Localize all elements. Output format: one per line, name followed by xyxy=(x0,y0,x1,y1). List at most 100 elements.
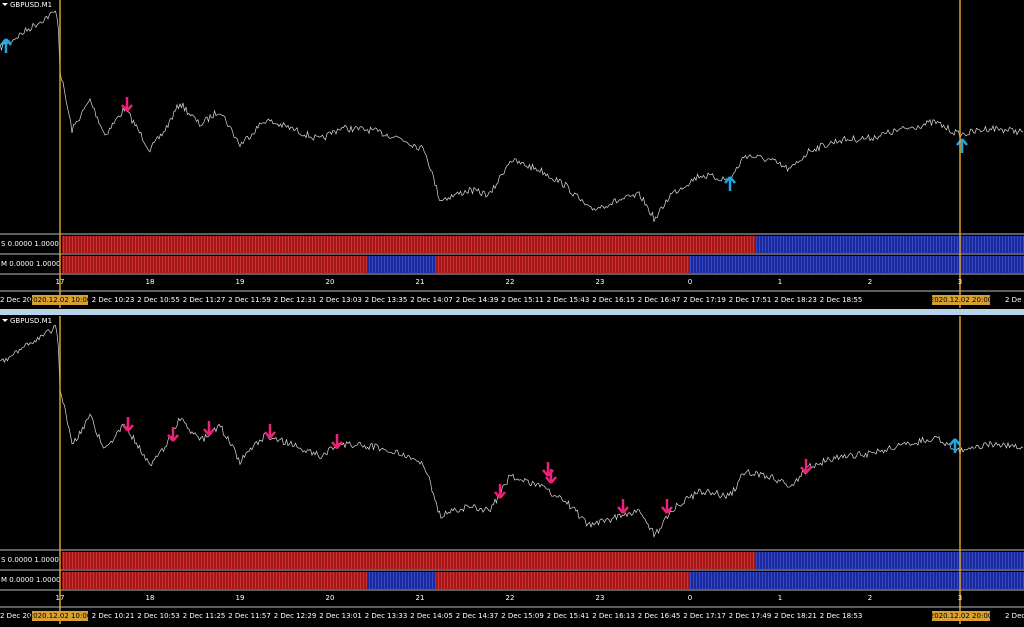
hour-label: 2 xyxy=(868,594,872,602)
hour-label: 21 xyxy=(416,594,425,602)
time-label: 2 Dec 10:55 xyxy=(137,296,180,304)
cursor-time-box xyxy=(932,295,990,305)
indicator-segment xyxy=(755,552,1024,569)
time-label: 2 Dec 16:45 xyxy=(638,612,681,620)
buy-arrow xyxy=(949,438,961,453)
cursor-time-box xyxy=(32,295,88,305)
cursor-time: 2020.12.02 10:00 xyxy=(29,612,91,620)
time-label: 2 Dec 13:03 xyxy=(319,296,362,304)
cursor-time: 2020.12.02 10:00 xyxy=(29,296,91,304)
time-label: 2 Dec 18:55 xyxy=(820,296,863,304)
indicator-segment xyxy=(436,256,690,273)
indicator-segment xyxy=(755,236,1024,253)
time-label: 2 Dec 14:05 xyxy=(410,612,453,620)
hour-label: 23 xyxy=(596,594,605,602)
hour-label: 3 xyxy=(958,594,962,602)
sell-arrow xyxy=(617,499,629,514)
sell-arrow xyxy=(203,421,215,436)
hour-label: 22 xyxy=(506,278,515,286)
time-label: 2 Dec 2020 xyxy=(0,612,40,620)
time-label: 2 De xyxy=(1005,296,1021,304)
time-label: 2 Dec 14:39 xyxy=(456,296,499,304)
time-label: 2 Dec 13:35 xyxy=(365,296,408,304)
hour-label: 0 xyxy=(688,278,692,286)
time-label: 2 Dec 18:21 xyxy=(774,612,817,620)
hour-label: 22 xyxy=(506,594,515,602)
hour-label: 2 xyxy=(868,278,872,286)
time-label: 2 Dec 15:11 xyxy=(501,296,544,304)
sell-arrow xyxy=(167,427,179,442)
time-label: 2 Dec 202 xyxy=(0,296,36,304)
sell-arrow xyxy=(545,469,557,484)
indicator-label: M 0.0000 1.0000 xyxy=(1,260,60,268)
hour-label: 18 xyxy=(146,278,155,286)
indicator-segment xyxy=(367,572,436,589)
time-label: 2 Dec 16:15 xyxy=(592,296,635,304)
time-label: 2 Dec 12:31 xyxy=(274,296,317,304)
time-label: 2 Dec 18:53 xyxy=(820,612,863,620)
indicator-label: S 0.0000 1.0000 xyxy=(1,556,59,564)
cursor-time-box xyxy=(32,611,88,621)
time-label: 2 Dec 18:23 xyxy=(774,296,817,304)
sell-arrow xyxy=(121,97,133,112)
time-label: 2 Dec 11:25 xyxy=(183,612,226,620)
time-label: 2 Dec 14:37 xyxy=(456,612,499,620)
cursor-time: 2020.12.02 20:00 xyxy=(930,612,992,620)
chart-panel: GBPUSD.M1 S 0.0000 1.0000 M 0.0000 1.0000 1… xyxy=(0,316,1024,624)
indicator-label: S 0.0000 1.0000 xyxy=(1,240,59,248)
hour-label: 1 xyxy=(778,594,782,602)
time-label: 2 Dec 17:49 xyxy=(729,612,772,620)
indicator-segment xyxy=(690,256,1024,273)
time-label: 2 Dec 11:57 xyxy=(228,612,271,620)
hour-label: 17 xyxy=(56,594,65,602)
hour-label: 0 xyxy=(688,594,692,602)
symbol-label: GBPUSD.M1 xyxy=(10,317,52,325)
sell-arrow xyxy=(331,434,343,449)
time-label: 2 Dec 15:41 xyxy=(547,612,590,620)
symbol-menu-icon xyxy=(2,319,8,322)
time-label: 2 Dec 16:47 xyxy=(638,296,681,304)
price-line xyxy=(0,10,1024,222)
hour-label: 19 xyxy=(236,594,245,602)
indicator-segment xyxy=(62,256,367,273)
indicator-segment xyxy=(690,572,1024,589)
cursor-time-box xyxy=(932,611,990,621)
cursor-time: 2020.12.02 20:00 xyxy=(930,296,992,304)
time-label: 2 Dec 15:43 xyxy=(547,296,590,304)
time-label: 2 Dec 14:07 xyxy=(410,296,453,304)
hour-label: 20 xyxy=(326,594,335,602)
hour-label: 3 xyxy=(958,278,962,286)
sell-arrow xyxy=(800,459,812,474)
indicator-segment xyxy=(367,256,436,273)
symbol-menu-icon xyxy=(2,3,8,6)
panel-separator xyxy=(0,309,1024,315)
time-label: 2 Dec 13:01 xyxy=(319,612,362,620)
sell-arrow xyxy=(494,484,506,499)
sell-arrow xyxy=(122,417,134,432)
time-label: 2 Dec 15:09 xyxy=(501,612,544,620)
hour-label: 17 xyxy=(56,278,65,286)
chart-panel: GBPUSD.M1 S 0.0000 1.0000 M 0.0000 1.0000 1… xyxy=(0,0,1024,308)
hour-label: 23 xyxy=(596,278,605,286)
time-label: 2 Dec xyxy=(1005,612,1024,620)
time-label: 2 Dec 17:51 xyxy=(729,296,772,304)
time-label: 2 Dec 10:23 xyxy=(92,296,135,304)
hour-label: 20 xyxy=(326,278,335,286)
indicator-segment xyxy=(62,552,755,569)
indicator-label: M 0.0000 1.0000 xyxy=(1,576,60,584)
sell-arrow xyxy=(661,499,673,514)
time-label: 2 Dec 10:21 xyxy=(92,612,135,620)
indicator-segment xyxy=(62,572,367,589)
hour-label: 21 xyxy=(416,278,425,286)
buy-arrow xyxy=(724,176,736,191)
hour-label: 18 xyxy=(146,594,155,602)
hour-label: 1 xyxy=(778,278,782,286)
time-label: 2 Dec 11:59 xyxy=(228,296,271,304)
hour-label: 19 xyxy=(236,278,245,286)
time-label: 2 Dec 17:17 xyxy=(683,612,726,620)
time-label: 2 Dec 16:13 xyxy=(592,612,635,620)
time-label: 2 Dec 10:53 xyxy=(137,612,180,620)
time-label: 2 Dec 11:27 xyxy=(183,296,226,304)
